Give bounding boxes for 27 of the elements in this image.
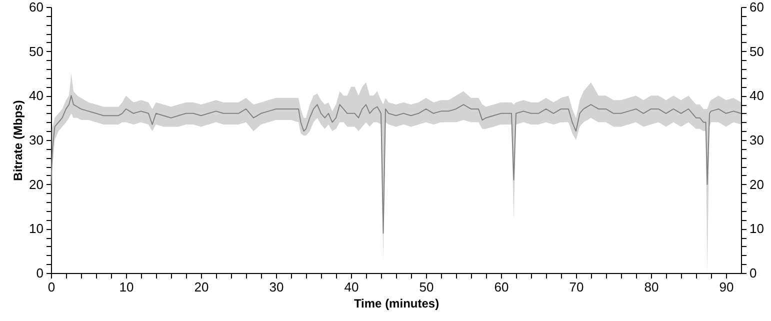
y-tick-label: 0 [36, 266, 44, 280]
x-axis-title: Time (minutes) [354, 296, 440, 310]
x-tick-label: 50 [419, 280, 434, 294]
y-tick-label: 20 [29, 176, 44, 192]
y-tick-label: 50 [29, 44, 44, 59]
x-tick-label: 10 [119, 280, 134, 294]
x-tick-label: 90 [719, 280, 734, 294]
x-tick-label: 30 [269, 280, 284, 294]
x-tick-label: 80 [644, 280, 659, 294]
line-series [50, 95, 742, 234]
y2-tick-label: 0 [750, 266, 757, 280]
x-tick-label: 0 [48, 280, 56, 294]
y2-tick-label: 40 [750, 88, 764, 104]
y2-tick-label: 60 [750, 0, 764, 14]
x-tick-label: 70 [569, 280, 584, 294]
y-tick-label: 10 [29, 221, 44, 236]
y2-tick-label: 20 [750, 176, 764, 192]
y-axis-title: Bitrate (Mbps) [11, 100, 26, 181]
y2-tick-label: 30 [750, 132, 764, 148]
y2-tick-label: 10 [750, 221, 764, 236]
x-tick-label: 60 [494, 280, 509, 294]
x-tick-label: 40 [344, 280, 359, 294]
y-tick-label: 60 [29, 0, 44, 14]
x-tick-label: 20 [194, 280, 209, 294]
y-tick-label: 40 [29, 88, 44, 104]
y2-tick-label: 50 [750, 44, 764, 59]
y-tick-label: 30 [29, 132, 44, 148]
